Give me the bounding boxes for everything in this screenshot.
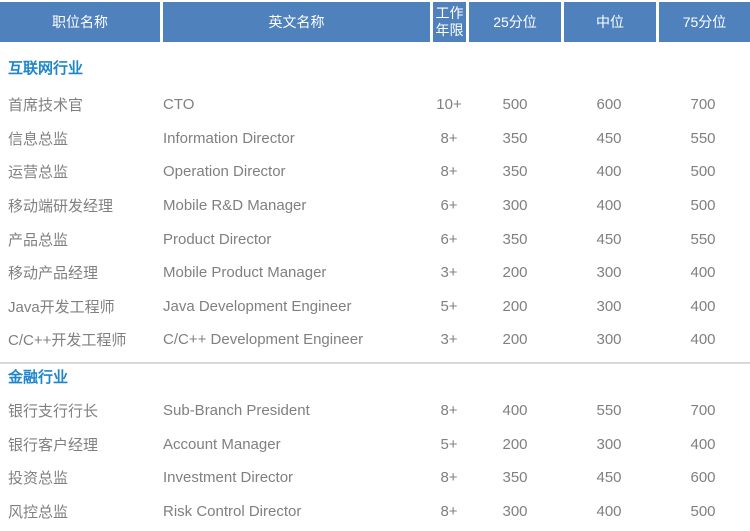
p25-cell: 300 xyxy=(502,197,528,215)
p75-cell: 550 xyxy=(690,230,716,248)
col-header-median: 中位 xyxy=(564,2,656,42)
position-cn: 信息总监 xyxy=(8,130,69,148)
position-cn: 移动产品经理 xyxy=(8,265,99,283)
table-row: 银行支行行长 Sub-Branch President 8+ 400 550 7… xyxy=(0,394,750,428)
position-cn: 移动端研发经理 xyxy=(8,198,114,216)
table-row: 信息总监 Information Director 8+ 350 450 550 xyxy=(0,122,750,156)
p25-cell: 200 xyxy=(502,264,528,282)
position-cn: 投资总监 xyxy=(8,470,69,488)
position-en: Information Director xyxy=(163,129,295,147)
p50-cell: 450 xyxy=(596,230,622,248)
p75-cell: 500 xyxy=(690,502,716,520)
position-cn: C/C++开发工程师 xyxy=(8,332,127,350)
position-en: Sub-Branch President xyxy=(163,402,310,420)
p50-cell: 300 xyxy=(596,297,622,315)
p50-cell: 400 xyxy=(596,502,622,520)
years-cell: 5+ xyxy=(440,297,458,315)
p75-cell: 400 xyxy=(690,435,716,453)
table-row: 银行客户经理 Account Manager 5+ 200 300 400 xyxy=(0,427,750,461)
years-cell: 6+ xyxy=(440,197,458,215)
p25-cell: 400 xyxy=(502,402,528,420)
p75-cell: 700 xyxy=(690,96,716,114)
p25-cell: 350 xyxy=(502,129,528,147)
position-cn: 首席技术官 xyxy=(8,97,84,115)
section-internet-rows: 首席技术官 CTO 10+ 500 600 700 信息总监 Informati… xyxy=(0,88,750,357)
p25-cell: 200 xyxy=(502,435,528,453)
p50-cell: 300 xyxy=(596,331,622,349)
position-en: Product Director xyxy=(163,230,272,248)
p75-cell: 400 xyxy=(690,331,716,349)
p25-cell: 200 xyxy=(502,297,528,315)
p75-cell: 600 xyxy=(690,469,716,487)
section-title-finance: 金融行业 xyxy=(8,368,69,386)
position-en: Account Manager xyxy=(163,435,281,453)
section-divider xyxy=(0,361,750,364)
p75-cell: 400 xyxy=(690,264,716,282)
position-cn: 运营总监 xyxy=(8,164,69,182)
table-row: Java开发工程师 Java Development Engineer 5+ 2… xyxy=(0,290,750,324)
position-en: Java Development Engineer xyxy=(163,297,352,315)
col-header-position-en: 英文名称 xyxy=(163,2,430,42)
p75-cell: 400 xyxy=(690,297,716,315)
years-cell: 8+ xyxy=(440,129,458,147)
p25-cell: 350 xyxy=(502,230,528,248)
section-internet: 互联网行业 首席技术官 CTO 10+ 500 600 700 信息总监 Inf… xyxy=(0,59,750,357)
position-cn: 银行客户经理 xyxy=(8,436,99,454)
years-cell: 3+ xyxy=(440,331,458,349)
table-row: 风控总监 Risk Control Director 8+ 300 400 50… xyxy=(0,495,750,529)
table-row: 移动产品经理 Mobile Product Manager 3+ 200 300… xyxy=(0,256,750,290)
position-cn: 银行支行行长 xyxy=(8,403,99,421)
table-header-row: 职位名称 英文名称 工作年限 25分位 中位 75分位 xyxy=(0,2,750,42)
section-title-internet: 互联网行业 xyxy=(8,60,84,77)
position-en: Mobile R&D Manager xyxy=(163,197,307,215)
table-row: 运营总监 Operation Director 8+ 350 400 500 xyxy=(0,155,750,189)
p75-cell: 550 xyxy=(690,129,716,147)
years-cell: 8+ xyxy=(440,163,458,181)
p25-cell: 200 xyxy=(502,331,528,349)
p25-cell: 350 xyxy=(502,469,528,487)
table-row: 移动端研发经理 Mobile R&D Manager 6+ 300 400 50… xyxy=(0,189,750,223)
table-row: 投资总监 Investment Director 8+ 350 450 600 xyxy=(0,461,750,495)
position-cn: Java开发工程师 xyxy=(8,298,115,316)
col-header-p25: 25分位 xyxy=(469,2,561,42)
p50-cell: 400 xyxy=(596,163,622,181)
table-row: 首席技术官 CTO 10+ 500 600 700 xyxy=(0,88,750,122)
p50-cell: 450 xyxy=(596,129,622,147)
p25-cell: 350 xyxy=(502,163,528,181)
p50-cell: 450 xyxy=(596,469,622,487)
table-row: 产品总监 Product Director 6+ 350 450 550 xyxy=(0,222,750,256)
years-cell: 8+ xyxy=(440,502,458,520)
years-cell: 8+ xyxy=(440,469,458,487)
p50-cell: 400 xyxy=(596,197,622,215)
p50-cell: 300 xyxy=(596,264,622,282)
p25-cell: 300 xyxy=(502,502,528,520)
p75-cell: 500 xyxy=(690,163,716,181)
position-en: Risk Control Director xyxy=(163,502,302,520)
position-en: Mobile Product Manager xyxy=(163,264,327,282)
p25-cell: 500 xyxy=(502,96,528,114)
section-finance-rows: 银行支行行长 Sub-Branch President 8+ 400 550 7… xyxy=(0,394,750,528)
position-en: C/C++ Development Engineer xyxy=(163,331,364,349)
position-cn: 产品总监 xyxy=(8,231,69,249)
col-header-position-cn: 职位名称 xyxy=(0,2,160,42)
p50-cell: 550 xyxy=(596,402,622,420)
position-cn: 风控总监 xyxy=(8,503,69,521)
section-finance: 金融行业 银行支行行长 Sub-Branch President 8+ 400 … xyxy=(0,368,750,528)
p50-cell: 300 xyxy=(596,435,622,453)
position-en: Operation Director xyxy=(163,163,286,181)
p75-cell: 500 xyxy=(690,197,716,215)
years-cell: 3+ xyxy=(440,264,458,282)
years-cell: 8+ xyxy=(440,402,458,420)
p50-cell: 600 xyxy=(596,96,622,114)
years-cell: 10+ xyxy=(436,96,462,114)
years-cell: 5+ xyxy=(440,435,458,453)
col-header-p75: 75分位 xyxy=(659,2,750,42)
p75-cell: 700 xyxy=(690,402,716,420)
col-header-work-years: 工作年限 xyxy=(433,2,466,42)
table-row: C/C++开发工程师 C/C++ Development Engineer 3+… xyxy=(0,323,750,357)
position-en: Investment Director xyxy=(163,469,294,487)
years-cell: 6+ xyxy=(440,230,458,248)
position-en: CTO xyxy=(163,96,195,114)
